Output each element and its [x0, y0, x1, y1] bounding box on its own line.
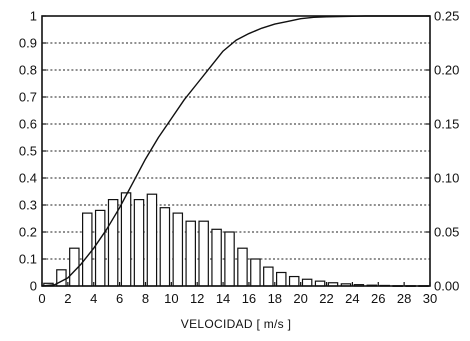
bar-8	[146, 193, 158, 287]
x-tick-label-9: 18	[268, 291, 282, 306]
bar-3	[82, 212, 93, 287]
x-axis-label: VELOCIDAD [ m/s ]	[181, 317, 291, 331]
bar-9	[159, 207, 171, 287]
right-tick-label-1: 0.05	[434, 225, 459, 240]
bar-11	[185, 220, 196, 287]
bar-16	[250, 258, 261, 287]
x-axis-ticks: 0 2 4 6 8 10 12 14 16 18 20 22 24 26 28 30	[38, 282, 437, 306]
x-tick-label-15: 30	[423, 291, 437, 306]
x-tick-label-5: 10	[164, 291, 178, 306]
grid-lines	[42, 42, 430, 260]
bar-12	[198, 220, 209, 287]
left-tick-label-10: 1	[30, 9, 37, 24]
histogram-bars	[43, 192, 429, 287]
right-axis-ticks: 0.00 0.05 0.10 0.15 0.20 0.25	[426, 9, 459, 294]
x-tick-label-12: 24	[345, 291, 359, 306]
right-tick-label-4: 0.20	[434, 63, 459, 78]
x-tick-label-1: 2	[64, 291, 71, 306]
bar-6	[120, 192, 132, 287]
bar-10	[172, 212, 184, 287]
x-tick-label-11: 22	[319, 291, 333, 306]
left-tick-label-6: 0.6	[19, 117, 37, 132]
left-tick-label-1: 0.1	[19, 252, 37, 267]
left-tick-label-5: 0.5	[19, 144, 37, 159]
left-tick-label-7: 0.7	[19, 90, 37, 105]
bar-13	[211, 228, 222, 287]
x-tick-label-3: 6	[116, 291, 123, 306]
bar-19	[288, 275, 300, 287]
bar-18	[276, 271, 287, 287]
left-tick-label-9: 0.9	[19, 36, 37, 51]
right-tick-label-0: 0.00	[434, 279, 459, 294]
x-tick-label-6: 12	[190, 291, 204, 306]
bar-4	[94, 209, 106, 287]
right-tick-label-2: 0.10	[434, 171, 459, 186]
left-tick-label-3: 0.3	[19, 198, 37, 213]
right-tick-label-3: 0.15	[434, 117, 459, 132]
bar-7	[133, 199, 145, 287]
x-tick-label-13: 26	[371, 291, 385, 306]
x-tick-label-7: 14	[216, 291, 230, 306]
left-tick-label-4: 0.4	[19, 171, 37, 186]
x-tick-label-0: 0	[38, 291, 45, 306]
left-tick-label-0: 0	[30, 279, 37, 294]
x-tick-label-2: 4	[90, 291, 97, 306]
bar-14	[224, 231, 235, 287]
bar-15	[237, 247, 248, 287]
bar-17	[263, 266, 274, 287]
left-tick-label-2: 0.2	[19, 225, 37, 240]
right-tick-label-5: 0.25	[434, 9, 459, 24]
left-tick-label-8: 0.8	[19, 63, 37, 78]
bar-20	[301, 278, 313, 287]
left-axis-ticks: 0 0.1 0.2 0.3 0.4 0.5 0.6 0.7 0.8 0.9 1	[19, 9, 46, 294]
x-tick-label-4: 8	[142, 291, 149, 306]
x-tick-label-14: 28	[397, 291, 411, 306]
x-tick-label-10: 20	[293, 291, 307, 306]
x-tick-label-8: 16	[242, 291, 256, 306]
